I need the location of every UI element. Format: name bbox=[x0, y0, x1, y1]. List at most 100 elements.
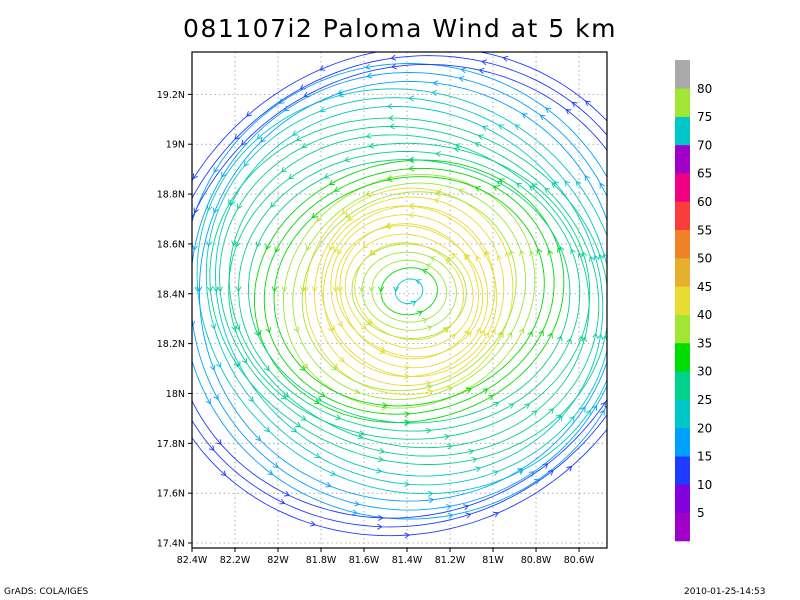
y-tick-label: 18.2N bbox=[157, 339, 185, 350]
wind-arrow bbox=[450, 333, 456, 340]
wind-arrow bbox=[531, 410, 538, 416]
wind-arrow bbox=[302, 286, 309, 293]
colorbar-label: 70 bbox=[697, 138, 712, 152]
wind-arrow bbox=[330, 470, 337, 476]
wind-arrow bbox=[216, 439, 222, 446]
streamline bbox=[192, 63, 607, 520]
streamline bbox=[344, 233, 474, 349]
wind-arrow bbox=[559, 246, 565, 253]
streamline bbox=[314, 196, 505, 386]
wind-arrow bbox=[283, 391, 290, 398]
wind-arrow bbox=[478, 67, 485, 74]
wind-arrow bbox=[241, 357, 248, 364]
streamline bbox=[380, 267, 438, 316]
wind-arrow bbox=[408, 165, 415, 172]
streamline bbox=[192, 72, 607, 511]
wind-arrow bbox=[389, 123, 395, 130]
wind-arrow bbox=[404, 364, 411, 371]
wind-arrow bbox=[445, 504, 452, 510]
grid bbox=[191, 52, 607, 548]
wind-arrow bbox=[392, 286, 399, 293]
wind-arrow bbox=[465, 512, 472, 519]
wind-arrow bbox=[599, 182, 605, 189]
wind-arrow bbox=[566, 337, 572, 344]
wind-arrow bbox=[278, 98, 285, 104]
wind-arrow bbox=[465, 386, 472, 393]
wind-arrow bbox=[460, 67, 467, 74]
wind-arrow bbox=[533, 478, 540, 485]
wind-arrow bbox=[408, 95, 415, 102]
streamline bbox=[395, 278, 424, 305]
wind-arrow bbox=[408, 156, 414, 163]
wind-arrow bbox=[377, 523, 383, 530]
wind-arrow bbox=[295, 135, 302, 141]
wind-arrow bbox=[264, 426, 271, 433]
wind-arrow bbox=[497, 124, 504, 130]
wind-arrow bbox=[362, 243, 369, 249]
wind-arrow bbox=[482, 388, 489, 394]
wind-arrow bbox=[463, 504, 470, 510]
wind-arrow bbox=[255, 241, 262, 248]
wind-arrow bbox=[445, 258, 452, 265]
wind-arrow bbox=[443, 327, 450, 334]
colorbar-swatch bbox=[675, 286, 690, 315]
wind-arrow bbox=[505, 251, 511, 258]
wind-arrow bbox=[474, 186, 481, 192]
wind-arrow bbox=[292, 130, 299, 136]
wind-arrow bbox=[329, 244, 335, 251]
wind-arrow bbox=[446, 257, 453, 263]
wind-arrow bbox=[654, 331, 659, 336]
wind-arrow bbox=[237, 203, 243, 210]
colorbar-swatch bbox=[675, 484, 690, 514]
wind-arrow bbox=[538, 329, 544, 336]
wind-arrow bbox=[475, 255, 482, 262]
colorbar-label: 60 bbox=[697, 195, 712, 209]
wind-arrow bbox=[192, 173, 199, 180]
colorbar-label: 15 bbox=[697, 450, 712, 464]
wind-arrow bbox=[487, 395, 494, 401]
wind-arrow bbox=[333, 186, 340, 192]
streamline bbox=[248, 159, 571, 424]
wind-arrow bbox=[280, 393, 287, 400]
wind-arrow bbox=[234, 324, 241, 331]
wind-arrow bbox=[425, 263, 432, 269]
wind-arrow bbox=[468, 448, 475, 455]
y-tick-label: 19.2N bbox=[157, 90, 185, 101]
streamline bbox=[351, 243, 467, 339]
wind-arrow bbox=[341, 208, 348, 215]
wind-arrow bbox=[314, 452, 321, 459]
wind-arrow bbox=[209, 364, 216, 371]
wind-arrow bbox=[644, 253, 649, 258]
y-tick-label: 17.4N bbox=[157, 539, 185, 550]
wind-arrow bbox=[496, 181, 503, 187]
wind-arrow bbox=[599, 409, 605, 416]
wind-arrow bbox=[408, 212, 415, 219]
wind-arrow bbox=[306, 244, 312, 251]
wind-arrow bbox=[271, 286, 278, 293]
streamline bbox=[238, 151, 581, 432]
wind-arrow bbox=[493, 401, 500, 408]
wind-arrow bbox=[531, 183, 538, 189]
wind-arrow bbox=[485, 250, 491, 257]
wind-arrow bbox=[376, 467, 383, 474]
wind-arrow bbox=[213, 167, 219, 174]
wind-arrow bbox=[267, 469, 274, 476]
colorbar-label: 45 bbox=[697, 280, 712, 294]
wind-arrow bbox=[299, 84, 306, 90]
wind-arrow bbox=[319, 391, 326, 398]
wind-arrow bbox=[565, 108, 572, 115]
colorbar-label: 25 bbox=[697, 393, 712, 407]
wind-arrow bbox=[210, 323, 217, 330]
wind-arrow bbox=[166, 365, 171, 370]
wind-arrow bbox=[283, 490, 291, 497]
streamline bbox=[371, 259, 447, 323]
wind-arrow bbox=[382, 402, 388, 409]
wind-arrow bbox=[213, 394, 219, 401]
wind-arrow bbox=[323, 173, 330, 179]
colorbar-swatch bbox=[675, 144, 690, 174]
wind-arrow bbox=[212, 286, 219, 293]
streamline bbox=[254, 159, 565, 423]
y-tick-label: 18.6N bbox=[157, 239, 185, 250]
y-tick-label: 18.4N bbox=[157, 289, 185, 300]
wind-arrow bbox=[220, 470, 227, 477]
